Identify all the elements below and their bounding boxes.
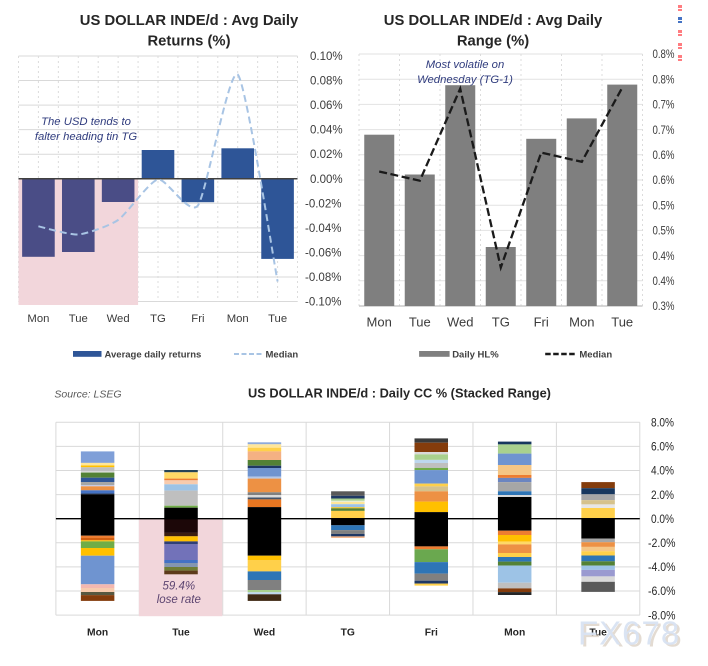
svg-text:Returns (%): Returns (%) <box>147 34 230 50</box>
svg-text:0.8%: 0.8% <box>653 47 675 61</box>
svg-text:4.0%: 4.0% <box>651 464 674 478</box>
svg-text:Range (%): Range (%) <box>457 34 529 50</box>
svg-text:0.08%: 0.08% <box>310 76 343 88</box>
svg-text:lose rate: lose rate <box>157 594 201 606</box>
svg-text:59.4%: 59.4% <box>162 581 195 593</box>
svg-text:0.02%: 0.02% <box>310 149 343 161</box>
svg-text:Fri: Fri <box>191 313 204 325</box>
svg-text:US DOLLAR INDE/d : Avg Daily: US DOLLAR INDE/d : Avg Daily <box>80 13 299 29</box>
svg-text:Source: LSEG: Source: LSEG <box>54 389 121 401</box>
svg-text:0.04%: 0.04% <box>310 125 343 137</box>
svg-text:-8.0%: -8.0% <box>648 608 676 622</box>
svg-text:0.00%: 0.00% <box>310 174 343 186</box>
svg-text:Mon: Mon <box>569 315 594 330</box>
svg-text:US DOLLAR INDE/d : Avg Daily: US DOLLAR INDE/d : Avg Daily <box>384 13 603 29</box>
svg-text:0.6%: 0.6% <box>653 173 675 187</box>
svg-text:0.4%: 0.4% <box>653 249 675 263</box>
svg-text:-2.0%: -2.0% <box>648 536 676 550</box>
svg-text:2.0%: 2.0% <box>651 488 674 502</box>
svg-text:0.5%: 0.5% <box>653 224 675 238</box>
svg-text:Tue: Tue <box>69 313 88 325</box>
svg-text:FX678: FX678 <box>581 617 683 654</box>
svg-text:Mon: Mon <box>227 313 249 325</box>
svg-text:6.0%: 6.0% <box>651 440 674 454</box>
svg-text:Wed: Wed <box>254 627 276 638</box>
svg-text:Mon: Mon <box>87 627 108 638</box>
svg-text:0.7%: 0.7% <box>653 123 675 137</box>
svg-text:Wednesday (TG-1): Wednesday (TG-1) <box>417 74 513 86</box>
svg-text:Most volatile on: Most volatile on <box>426 59 505 71</box>
svg-text:0.10%: 0.10% <box>310 51 343 63</box>
svg-text:-0.02%: -0.02% <box>305 198 341 210</box>
svg-text:TG: TG <box>492 315 510 330</box>
svg-text:Tue: Tue <box>268 313 287 325</box>
svg-text:-0.08%: -0.08% <box>305 272 341 284</box>
svg-text:TG: TG <box>150 313 166 325</box>
svg-text:Mon: Mon <box>367 315 392 330</box>
svg-text:Fri: Fri <box>425 627 438 638</box>
svg-text:TG: TG <box>341 627 355 638</box>
svg-text:US DOLLAR INDE/d : Daily CC %: US DOLLAR INDE/d : Daily CC % (Stacked R… <box>248 386 551 401</box>
svg-text:Tue: Tue <box>611 315 633 330</box>
svg-text:-0.06%: -0.06% <box>305 247 341 259</box>
svg-text:Median: Median <box>266 350 299 361</box>
svg-text:Wed: Wed <box>107 313 130 325</box>
svg-text:8.0%: 8.0% <box>651 416 674 430</box>
svg-text:-4.0%: -4.0% <box>648 560 676 574</box>
svg-text:Wed: Wed <box>447 315 474 330</box>
svg-text:-0.10%: -0.10% <box>305 297 341 309</box>
svg-text:0.6%: 0.6% <box>653 148 675 162</box>
svg-text:The USD tends to: The USD tends to <box>41 116 131 128</box>
svg-text:0.0%: 0.0% <box>651 512 674 526</box>
svg-text:0.5%: 0.5% <box>653 198 675 212</box>
svg-text:Fri: Fri <box>534 315 549 330</box>
svg-text:0.4%: 0.4% <box>653 274 675 288</box>
svg-text:Mon: Mon <box>27 313 49 325</box>
svg-text:0.7%: 0.7% <box>653 98 675 112</box>
svg-text:Tue: Tue <box>409 315 431 330</box>
svg-text:Median: Median <box>579 350 612 361</box>
svg-text:falter heading tin TG: falter heading tin TG <box>35 131 138 143</box>
svg-text:Mon: Mon <box>504 627 525 638</box>
svg-text:Daily HL%: Daily HL% <box>452 350 499 361</box>
svg-text:-0.04%: -0.04% <box>305 223 341 235</box>
svg-text:FX678: FX678 <box>578 615 680 652</box>
svg-text:0.3%: 0.3% <box>653 299 675 313</box>
svg-text:0.8%: 0.8% <box>653 72 675 86</box>
svg-text:Tue: Tue <box>172 627 190 638</box>
svg-text:0.06%: 0.06% <box>310 100 343 112</box>
svg-text:-6.0%: -6.0% <box>648 584 676 598</box>
svg-text:Tue: Tue <box>589 627 607 638</box>
svg-text:Average daily returns: Average daily returns <box>105 350 202 361</box>
